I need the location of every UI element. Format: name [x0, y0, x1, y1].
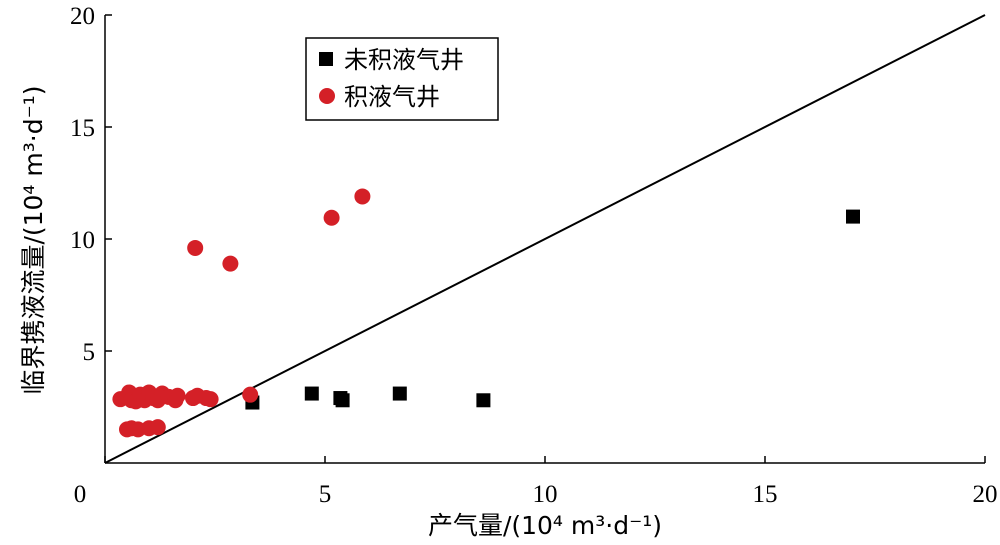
x-tick-label: 5 — [319, 481, 332, 508]
data-point-circle — [169, 387, 186, 404]
x-tick-label: 20 — [973, 481, 998, 508]
x-axis-title: 产气量/(10⁴ m³·d⁻¹) — [428, 511, 662, 540]
data-point-circle — [323, 209, 340, 226]
y-tick-label: 10 — [70, 227, 95, 254]
data-point-square — [304, 386, 319, 401]
data-point-circle — [149, 419, 166, 436]
x-tick-label: 10 — [533, 481, 558, 508]
x-tick-label: 15 — [753, 481, 778, 508]
legend-label-0: 未积液气井 — [344, 46, 464, 74]
data-point-square — [392, 386, 407, 401]
legend: 未积液气井 积液气井 — [305, 37, 499, 121]
legend-marker-circle — [319, 88, 335, 104]
data-point-square — [335, 393, 350, 408]
y-tick-label: 15 — [70, 115, 95, 142]
y-axis-title: 临界携液流量/(10⁴ m³·d⁻¹) — [19, 85, 48, 394]
x-tick-label: 0 — [74, 481, 87, 508]
data-point-square — [846, 209, 860, 224]
data-point-circle — [202, 391, 219, 408]
data-point-circle — [354, 188, 371, 205]
x-ticks: 0 5 10 15 20 — [74, 456, 998, 508]
data-point-circle — [187, 239, 204, 256]
reference-line — [104, 14, 986, 464]
data-point-circle — [222, 255, 239, 272]
data-point-square — [476, 393, 491, 408]
y-tick-label: 5 — [83, 339, 96, 366]
plot-area — [104, 14, 986, 464]
legend-box — [305, 37, 499, 121]
y-tick-label: 20 — [70, 3, 95, 30]
data-points — [112, 188, 860, 438]
legend-label-1: 积液气井 — [344, 83, 440, 111]
y-ticks: 5 10 15 20 — [70, 3, 112, 366]
legend-marker-square — [319, 52, 333, 66]
data-point-circle — [242, 386, 259, 403]
